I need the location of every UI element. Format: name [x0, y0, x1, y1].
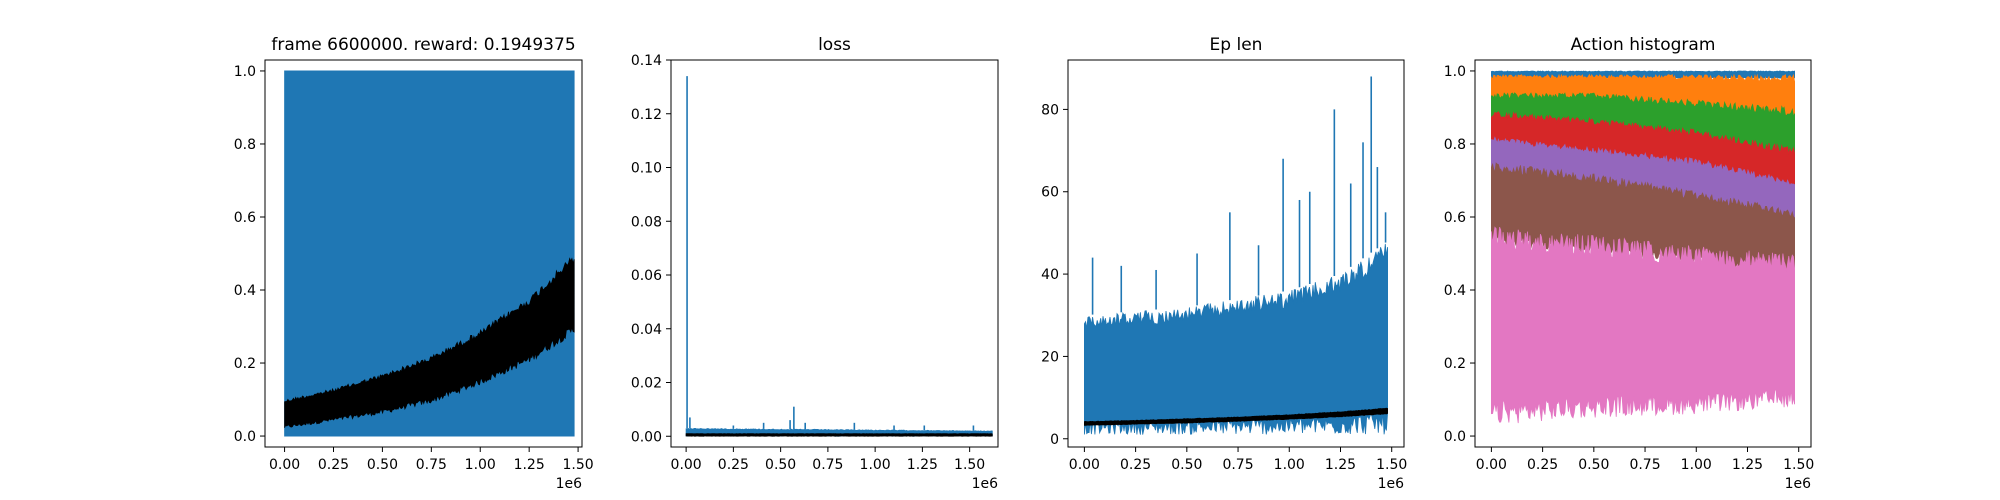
y-tick-label: 0.0 — [1444, 429, 1466, 445]
action-histogram-chart: 0.00 0.25 0.50 0.75 1.00 1.25 1.50 0.0 0.2 0.4 0.6… — [1444, 35, 1815, 492]
y-tick-label: 1.0 — [1444, 64, 1466, 80]
x-tick-label: 1.00 — [465, 457, 496, 473]
series-0 — [1084, 243, 1388, 435]
x-tick-label: 1.00 — [860, 457, 891, 473]
x-tick-label: 0.00 — [1476, 457, 1507, 473]
x-offset-label: 1e6 — [972, 476, 999, 492]
x-tick-label: 1.50 — [1376, 457, 1407, 473]
x-tick-label: 0.75 — [1222, 457, 1253, 473]
x-tick-label: 1.25 — [1732, 457, 1763, 473]
x-tick-label: 0.50 — [765, 457, 796, 473]
x-tick-label: 0.25 — [718, 457, 749, 473]
y-tick-label: 0.6 — [1444, 210, 1466, 226]
x-tick-label: 0.75 — [1629, 457, 1660, 473]
plot-area — [685, 76, 993, 437]
x-tick-label: 0.50 — [367, 457, 398, 473]
series-6 — [1491, 226, 1795, 424]
x-tick-label: 0.00 — [671, 457, 702, 473]
series-1 — [1084, 407, 1388, 426]
y-tick-label: 20 — [1041, 349, 1059, 365]
axes-frame — [264, 59, 583, 448]
y-tick-label: 60 — [1041, 185, 1059, 201]
y-tick-label: 0.2 — [1444, 356, 1466, 372]
y-tick-label: 0.4 — [234, 283, 256, 299]
x-tick-label: 1.00 — [1274, 457, 1305, 473]
x-offset-label: 1e6 — [1785, 476, 1812, 492]
x-tick-label: 0.25 — [1120, 457, 1151, 473]
plot-area — [284, 70, 575, 437]
y-tick-label: 0 — [1050, 432, 1059, 448]
plot-area — [1491, 70, 1795, 424]
x-tick-label: 1.00 — [1681, 457, 1712, 473]
x-tick-label: 1.50 — [954, 457, 985, 473]
chart-title: Ep len — [1210, 35, 1263, 55]
series-1 — [284, 257, 575, 428]
x-tick-label: 0.00 — [1069, 457, 1100, 473]
x-tick-label: 0.50 — [1171, 457, 1202, 473]
x-tick-label: 1.50 — [563, 457, 594, 473]
x-tick-label: 0.00 — [269, 457, 300, 473]
y-tick-label: 0.08 — [631, 214, 662, 230]
axes-frame — [1474, 59, 1812, 448]
y-tick-label: 1.0 — [234, 64, 256, 80]
chart-title: frame 6600000. reward: 0.1949375 — [271, 35, 575, 55]
x-tick-label: 0.75 — [812, 457, 843, 473]
episode-length-chart: 0.00 0.25 0.50 0.75 1.00 1.25 1.50 0 20 40 60 80 Ep … — [1041, 35, 1407, 492]
y-tick-label: 0.6 — [234, 210, 256, 226]
x-offset-label: 1e6 — [1378, 476, 1405, 492]
x-tick-label: 1.50 — [1783, 457, 1814, 473]
y-tick-label: 0.04 — [631, 322, 662, 338]
series-1 — [685, 433, 993, 437]
y-tick-label: 0.14 — [631, 53, 662, 69]
x-offset-label: 1e6 — [556, 476, 583, 492]
y-tick-label: 0.10 — [631, 161, 662, 177]
axes-frame — [1067, 59, 1405, 448]
x-tick-label: 1.25 — [907, 457, 938, 473]
y-tick-label: 0.8 — [1444, 137, 1466, 153]
loss-chart: 0.00 0.25 0.50 0.75 1.00 1.25 1.50 0.00 0.02 0.04… — [631, 35, 999, 492]
y-tick-label: 0.0 — [234, 429, 256, 445]
chart-title: loss — [818, 35, 851, 55]
plot-area — [1084, 76, 1388, 435]
y-tick-label: 0.4 — [1444, 283, 1466, 299]
reward-chart: 0.00 0.25 0.50 0.75 1.00 1.25 1.50 0.0 0.2 0.4 0.6… — [234, 35, 594, 492]
y-tick-label: 0.02 — [631, 376, 662, 392]
y-tick-label: 0.12 — [631, 107, 662, 123]
x-tick-label: 0.25 — [1527, 457, 1558, 473]
y-tick-label: 0.00 — [631, 429, 662, 445]
y-tick-label: 80 — [1041, 102, 1059, 118]
x-tick-label: 0.75 — [416, 457, 447, 473]
x-tick-label: 0.25 — [318, 457, 349, 473]
x-tick-label: 0.50 — [1578, 457, 1609, 473]
y-tick-label: 40 — [1041, 267, 1059, 283]
y-tick-label: 0.8 — [234, 137, 256, 153]
y-tick-label: 0.2 — [234, 356, 256, 372]
x-tick-label: 1.25 — [514, 457, 545, 473]
axes-frame — [670, 59, 999, 448]
x-tick-label: 1.25 — [1325, 457, 1356, 473]
chart-title: Action histogram — [1571, 35, 1716, 55]
y-tick-label: 0.06 — [631, 268, 662, 284]
